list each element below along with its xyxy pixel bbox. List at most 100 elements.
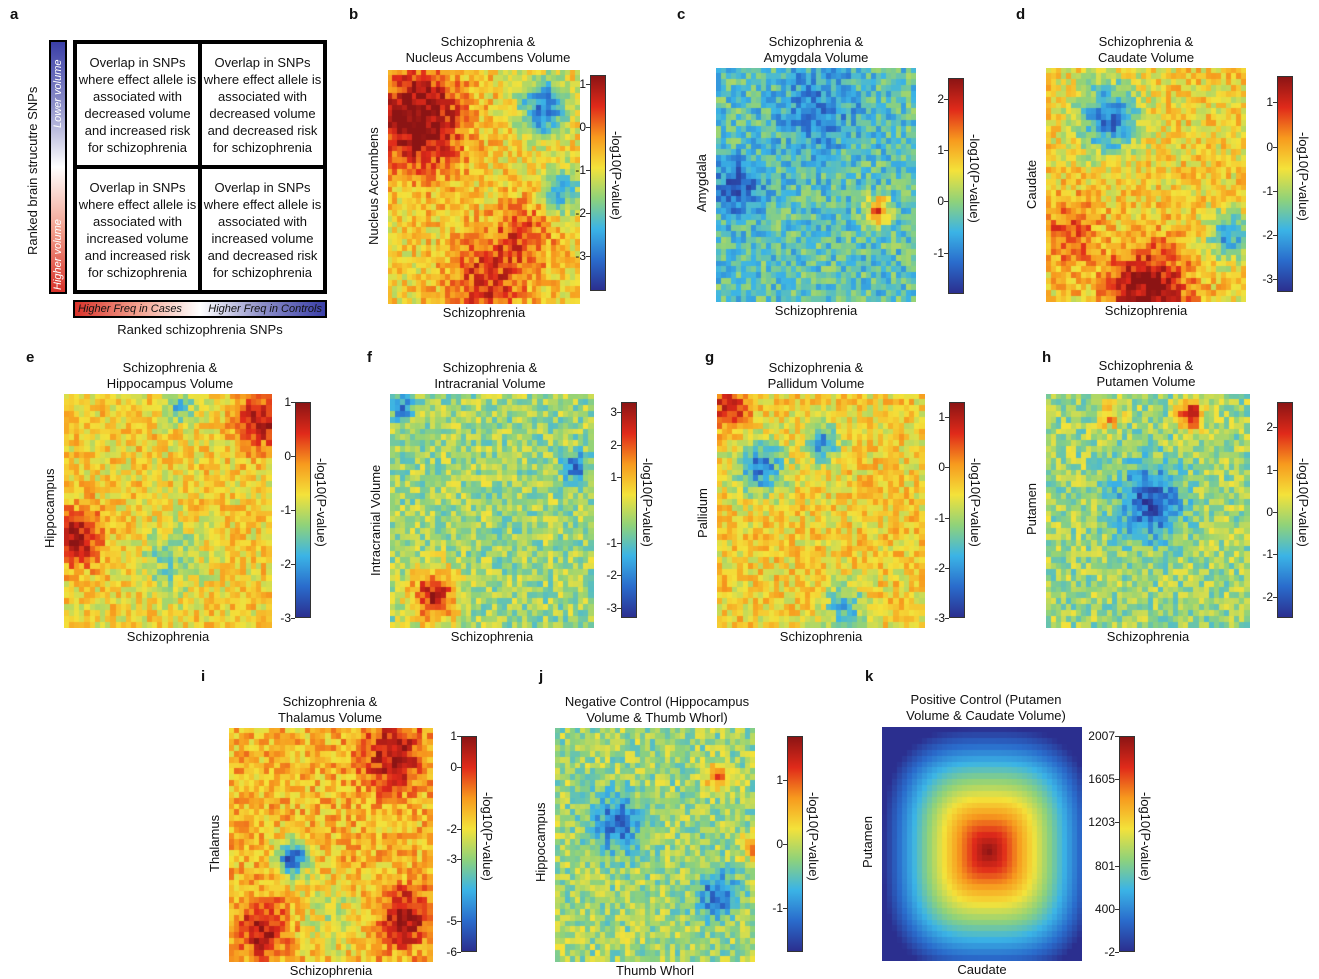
chart-title-line-i-1: Thalamus Volume (277, 710, 383, 725)
x-axis-label-c: Schizophrenia (774, 303, 858, 318)
colorbar-tick-e-0: 1 (284, 395, 291, 409)
y-axis-label-d: Caudate (1024, 159, 1039, 209)
quadrant-grid: Overlap in SNPs where effect allele is a… (73, 40, 327, 294)
colorbar-tickmark-d-1 (1273, 146, 1277, 148)
colorbar-tick-k-3: 801 (1094, 858, 1115, 873)
colorbar-tickmark-e-4 (291, 618, 295, 619)
colorbar-tick-j-1: 0 (776, 837, 783, 851)
chart-title-j: Negative Control (Hippocampus Volume & Th… (527, 694, 787, 726)
colorbar-label-c: -log10(P-value) (967, 134, 982, 223)
colorbar-tick-f-0: 3 (610, 404, 617, 419)
colorbar-tickmark-g-2 (945, 517, 949, 519)
chart-title-i: Schizophrenia & Thalamus Volume (200, 694, 460, 726)
colorbar-tickmark-h-4 (1273, 596, 1277, 598)
y-axis-label-e: Hippocampus (42, 468, 57, 549)
lower-volume-label: Lower volume (52, 59, 64, 128)
colorbar-tick-d-0: 1 (1266, 95, 1273, 110)
panel-label-e: e (26, 349, 35, 366)
colorbar-tick-i-1: 0 (450, 759, 457, 774)
colorbar-tickmark-k-5 (1115, 952, 1119, 953)
colorbar-tick-g-2: -1 (934, 510, 945, 525)
colorbar-tickmark-c-2 (944, 201, 948, 203)
colorbar-tickmark-h-3 (1273, 554, 1277, 556)
panel-label-d: d (1016, 6, 1026, 23)
colorbar-tickmark-g-4 (945, 618, 949, 619)
chart-title-line-f-0: Schizophrenia & (442, 360, 538, 375)
colorbar-tickmark-f-2 (617, 477, 621, 479)
colorbar-tickmark-d-4 (1273, 278, 1277, 280)
quadrant-top-right: Overlap in SNPs where effect allele is a… (203, 54, 322, 155)
quadrant-bottom-left: Overlap in SNPs where effect allele is a… (78, 179, 197, 280)
colorbar-tick-h-3: -1 (1262, 547, 1273, 562)
panel-label-h: h (1042, 349, 1052, 366)
colorbar-tick-b-3: -2 (575, 206, 586, 221)
colorbar-tickmark-i-4 (457, 921, 461, 923)
colorbar-tickmark-i-3 (457, 859, 461, 861)
colorbar-j (787, 736, 803, 952)
panel-label-k: k (865, 668, 874, 685)
chart-title-line-i-0: Schizophrenia & (282, 694, 378, 709)
y-axis-label-j: Hippocampus (533, 802, 548, 883)
colorbar-label-g: -log10(P-value) (968, 458, 983, 547)
panel-label-c: c (677, 6, 686, 23)
heatmap-b (388, 70, 580, 304)
colorbar-tick-g-0: 1 (938, 410, 945, 425)
heatmap-j (555, 728, 755, 962)
colorbar-tickmark-j-1 (783, 844, 787, 845)
colorbar-tick-i-4: -5 (446, 914, 457, 929)
chart-title-g: Schizophrenia & Pallidum Volume (686, 360, 946, 392)
colorbar-tick-e-2: -1 (280, 503, 291, 517)
colorbar-tick-d-3: -2 (1262, 227, 1273, 242)
colorbar-label-h: -log10(P-value) (1296, 458, 1311, 547)
colorbar-tickmark-e-2 (291, 510, 295, 511)
colorbar-tickmark-e-0 (291, 402, 295, 403)
chart-title-line-b-1: Nucleus Accumbens Volume (405, 50, 571, 65)
colorbar-label-f: -log10(P-value) (640, 458, 655, 547)
colorbar-tickmark-g-0 (945, 417, 949, 419)
colorbar-tick-k-1: 1605 (1088, 772, 1115, 787)
colorbar-tick-f-5: -3 (606, 601, 617, 616)
colorbar-tickmark-e-3 (291, 564, 295, 565)
colorbar-tick-c-3: -1 (933, 245, 944, 260)
colorbar-tick-i-0: 1 (450, 729, 457, 743)
chart-title-line-e-1: Hippocampus Volume (106, 376, 234, 391)
colorbar-tickmark-d-0 (1273, 102, 1277, 104)
colorbar-tickmark-b-0 (586, 83, 590, 85)
y-axis-label-c: Amygdala (694, 154, 709, 213)
colorbar-tick-e-3: -2 (280, 557, 291, 571)
colorbar-tick-e-1: 0 (284, 449, 291, 463)
colorbar-k (1119, 736, 1135, 952)
colorbar-tickmark-b-2 (586, 170, 590, 172)
heatmap-d (1046, 68, 1246, 302)
colorbar-label-e: -log10(P-value) (314, 458, 329, 547)
colorbar-tickmark-i-0 (457, 736, 461, 737)
colorbar-tickmark-i-2 (457, 828, 461, 830)
colorbar-tickmark-h-2 (1273, 512, 1277, 514)
colorbar-f (621, 402, 637, 618)
heatmap-g (717, 394, 925, 628)
chart-title-e: Schizophrenia & Hippocampus Volume (40, 360, 300, 392)
chart-title-b: Schizophrenia & Nucleus Accumbens Volume (358, 34, 618, 66)
panel-label-f: f (367, 349, 372, 366)
panel-label-j: j (539, 668, 544, 685)
colorbar-tickmark-d-3 (1273, 234, 1277, 236)
colorbar-tick-h-4: -2 (1262, 589, 1273, 604)
colorbar-tick-g-3: -2 (934, 560, 945, 575)
heatmap-k (882, 727, 1082, 961)
colorbar-label-d: -log10(P-value) (1296, 132, 1311, 221)
chart-title-line-k-1: Volume & Caudate Volume) (906, 708, 1066, 723)
x-axis-label-d: Schizophrenia (1104, 303, 1188, 318)
x-axis-label-k: Caudate (957, 962, 1007, 977)
colorbar-tick-c-2: 0 (937, 194, 944, 209)
chart-title-line-g-0: Schizophrenia & (768, 360, 864, 375)
colorbar-tick-g-1: 0 (938, 460, 945, 475)
colorbar-e (295, 402, 311, 618)
x-axis-label-b: Schizophrenia (442, 305, 526, 320)
chart-title-line-g-1: Pallidum Volume (767, 376, 865, 391)
colorbar-tickmark-j-2 (783, 907, 787, 909)
colorbar-label-i: -log10(P-value) (480, 792, 495, 881)
chart-title-line-c-1: Amygdala Volume (763, 50, 869, 65)
x-axis-label-f: Schizophrenia (450, 629, 534, 644)
heatmap-i (229, 728, 433, 962)
chart-title-line-d-0: Schizophrenia & (1098, 34, 1194, 49)
